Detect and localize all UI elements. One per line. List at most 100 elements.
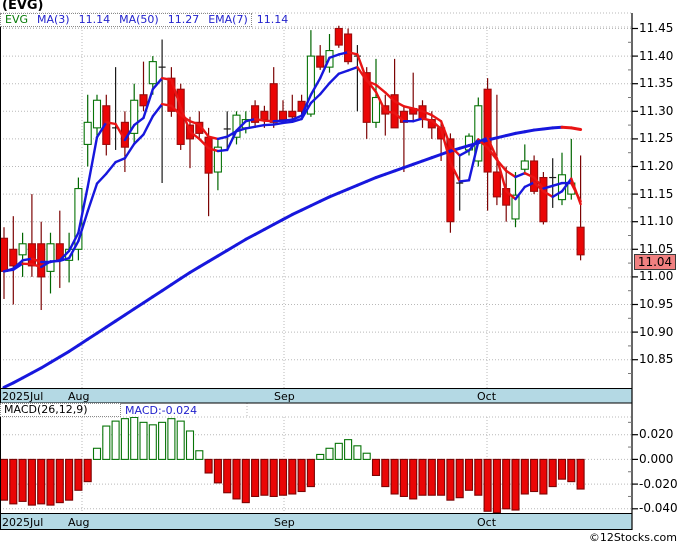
macd-bar-positive [195,450,204,460]
ma-line-segment [495,157,508,193]
macd-bar-positive [362,452,371,460]
ma-line-segment [49,355,62,364]
ma-line-segment [486,146,499,162]
ma-line-segment [569,126,583,132]
ma-line-segment [532,127,545,132]
ma-line-segment [123,142,136,160]
ma-line-segment [132,133,145,146]
ma-line-segment [95,121,108,139]
ma-line-segment [86,182,99,213]
ma-line-segment [67,239,80,260]
ma-line-segment [188,130,201,141]
ma-line-segment [58,249,71,262]
ma-line-segment [114,157,127,164]
ma-line-segment [439,120,452,148]
candle-up [83,121,92,145]
ma-line-segment [346,51,359,56]
ma-line-segment [467,138,480,152]
macd-bar-positive [158,421,167,460]
ma-line-segment [290,208,304,217]
ma-line-segment [179,270,192,281]
ma-line-segment [467,140,480,182]
ma-line-segment [393,100,406,108]
candle-down [0,237,9,272]
macd-bar-negative [288,458,297,495]
macd-bar-positive [167,418,176,460]
ma-line-segment [300,101,313,121]
ma-line-segment [123,307,136,317]
macd-bar-positive [334,442,343,460]
macd-bar-negative [37,458,46,505]
ma-line-segment [263,123,275,127]
ma-line-segment [570,177,582,206]
ma-line-segment [151,76,164,91]
candles-layer [0,25,585,311]
macd-bar-negative [520,458,529,495]
ma-line-segment [532,181,545,193]
ma-line-segment [207,135,220,141]
macd-bar-positive [120,418,129,460]
candle-down [139,94,148,107]
ma-line-segment [328,191,341,199]
ma-line-segment [495,134,508,140]
ma-line-segment [253,117,266,122]
ma-line-segment [142,295,155,305]
macd-bar-positive [176,420,185,460]
candle-up [520,160,529,170]
macd-bar-positive [139,421,148,460]
macd-bar-negative [74,458,83,491]
macd-bar-positive [353,445,362,460]
candle-down [344,33,353,63]
ma-line-segment [505,169,517,179]
ma-line-segment [384,110,396,115]
macd-bar-negative [213,458,222,484]
ma-line-segment [300,93,313,117]
candle-down [316,55,325,68]
ma-line-segment [412,107,424,113]
ma-line-segment [560,177,573,193]
candle-down [269,83,278,123]
ma-line-segment [365,176,378,183]
ma-line-segment [291,117,303,123]
macd-bar-negative [278,458,288,496]
candle-up [130,99,139,134]
ma-line-segment [355,179,369,187]
ma-line-segment [272,217,285,226]
ma-line-segment [439,127,452,164]
candle-up [213,146,222,173]
ma-line-segment [67,343,80,353]
ma-line-segment [319,56,331,80]
ma-line-segment [309,92,322,105]
macd-bar-negative [548,458,557,488]
ma-line-segment [402,105,415,110]
macd-bar-negative [0,458,9,501]
macd-bar-negative [539,458,548,495]
ma-line-segment [198,123,210,138]
ma-line-segment [244,125,257,130]
ma-line-segment [514,171,526,179]
candle-down [288,110,297,118]
ma-line-segment [374,90,387,113]
ma-line-segment [142,88,155,120]
candle-up [92,99,102,129]
ma-line-segment [216,148,229,153]
candle-down [27,243,36,267]
ma-line-segment [86,136,99,189]
macd-bar-negative [567,458,576,483]
candle-down [260,110,269,121]
ma-line-segment [207,254,220,263]
candle-up [148,61,157,85]
macd-bar-positive [102,425,111,460]
ma-line-segment [309,199,322,208]
ma-line-segment [383,169,397,176]
ma-line-segment [170,104,182,117]
macd-bar-negative [399,458,408,497]
macd-bar-negative [306,458,315,488]
ma-line-segment [49,259,61,264]
macd-bar-negative [9,458,18,505]
month-axis-bar [0,513,633,530]
ma-line-segment [207,147,220,153]
macd-bar-negative [83,458,92,483]
ma-line-segment [132,116,145,127]
